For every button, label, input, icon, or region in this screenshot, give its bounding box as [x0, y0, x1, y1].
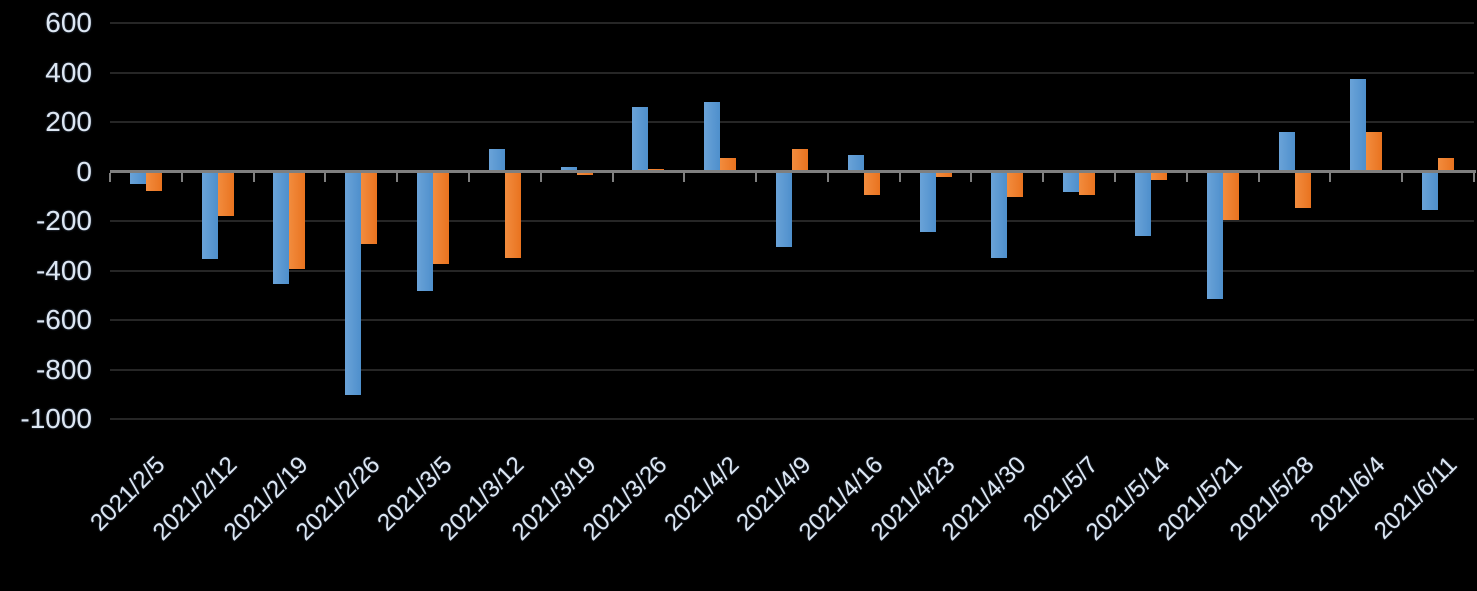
x-axis-label-2021/3/5: 2021/3/5: [372, 451, 458, 537]
x-axis-tick: [1401, 173, 1404, 182]
x-axis-label-2021/6/4: 2021/6/4: [1305, 451, 1391, 537]
x-axis-tick: [539, 173, 542, 182]
bar-series-1-blue-2021/3/26: [632, 107, 649, 172]
x-axis-tick: [252, 173, 255, 182]
x-axis-label-2021/2/19: 2021/2/19: [219, 451, 314, 546]
x-axis-label-2021/2/5: 2021/2/5: [85, 451, 171, 537]
x-axis-tick: [1473, 173, 1475, 182]
bar-series-2-orange-2021/2/19: [289, 172, 306, 270]
y-axis-label--800: -800: [35, 353, 92, 385]
x-axis-tick: [1257, 173, 1260, 182]
x-axis-label-2021/5/21: 2021/5/21: [1152, 451, 1248, 546]
gridline--200: [110, 220, 1474, 222]
x-axis-tick: [467, 173, 470, 182]
bar-series-2-orange-2021/4/16: [863, 172, 880, 195]
bar-series-2-orange-2021/6/11: [1438, 157, 1455, 172]
bar-series-2-orange-2021/4/23: [935, 172, 952, 178]
y-axis-label--1000: -1000: [20, 403, 92, 434]
x-axis-label-2021/5/28: 2021/5/28: [1224, 451, 1319, 546]
bar-series-1-blue-2021/4/9: [776, 172, 792, 247]
x-axis-label-2021/4/2: 2021/4/2: [659, 451, 745, 537]
gridline--1000: [110, 418, 1474, 420]
x-axis-label-2021/6/11: 2021/6/11: [1369, 451, 1463, 545]
bar-series-1-blue-2021/2/5: [129, 172, 146, 184]
x-axis-label-2021/4/9: 2021/4/9: [731, 451, 817, 537]
x-axis-label-2021/5/7: 2021/5/7: [1018, 451, 1104, 537]
x-axis-label-2021/3/12: 2021/3/12: [434, 451, 530, 546]
x-axis-label-2021/2/26: 2021/2/26: [291, 451, 386, 546]
x-axis-tick: [755, 173, 758, 182]
y-axis-label-0: 0: [76, 155, 92, 187]
x-axis-label-2021/3/19: 2021/3/19: [506, 451, 602, 546]
x-axis-tick: [1114, 173, 1117, 182]
bar-series-2-orange-2021/2/12: [217, 172, 234, 216]
bar-series-1-blue-2021/2/19: [273, 172, 290, 284]
gridline--800: [110, 368, 1474, 371]
bar-series-1-blue-2021/5/14: [1134, 172, 1151, 236]
x-axis-line: [110, 170, 1476, 173]
bar-series-2-orange-2021/3/5: [433, 172, 450, 265]
gridline-600: [110, 22, 1474, 24]
gridline--600: [110, 319, 1474, 321]
bar-series-2-orange-2021/4/9: [792, 149, 808, 172]
x-axis-tick: [1185, 173, 1188, 182]
bar-series-1-blue-2021/3/12: [488, 149, 505, 172]
y-axis-label-600: 600: [45, 7, 92, 38]
x-axis-tick: [396, 173, 399, 182]
x-axis-tick: [180, 173, 183, 182]
bar-series-2-orange-2021/5/7: [1079, 172, 1096, 195]
bar-series-1-blue-2021/4/16: [847, 155, 864, 172]
x-axis-tick: [324, 173, 327, 182]
bar-series-2-orange-2021/2/26: [361, 172, 378, 245]
bar-series-2-orange-2021/5/14: [1150, 172, 1167, 180]
bar-series-2-orange-2021/6/4: [1366, 131, 1383, 172]
x-axis-tick: [683, 173, 686, 182]
x-axis-tick: [1329, 173, 1332, 182]
y-axis-label-200: 200: [45, 106, 92, 137]
bar-series-1-blue-2021/2/26: [345, 172, 362, 396]
bar-series-2-orange-2021/5/21: [1222, 172, 1239, 220]
gridline-400: [110, 71, 1474, 74]
bar-series-1-blue-2021/4/2: [704, 102, 721, 172]
y-axis-label-400: 400: [45, 56, 92, 88]
bar-series-2-orange-2021/4/2: [720, 157, 737, 172]
bar-series-1-blue-2021/3/5: [417, 172, 434, 292]
x-axis-tick: [109, 173, 111, 182]
gridline-200: [110, 121, 1474, 123]
x-axis-tick: [826, 173, 829, 182]
x-axis-label-2021/4/16: 2021/4/16: [793, 451, 889, 546]
bar-series-1-blue-2021/4/30: [991, 172, 1008, 258]
bar-series-1-blue-2021/2/12: [201, 172, 218, 260]
bar-series-2-orange-2021/5/28: [1294, 172, 1311, 209]
bar-series-2-orange-2021/4/30: [1007, 172, 1024, 198]
x-axis-label-2021/4/23: 2021/4/23: [865, 451, 960, 546]
x-axis-tick: [898, 173, 901, 182]
bar-series-1-blue-2021/3/19: [560, 166, 577, 172]
bar-series-1-blue-2021/5/28: [1278, 131, 1295, 172]
x-axis-label-2021/5/14: 2021/5/14: [1080, 451, 1176, 546]
x-axis-tick: [970, 173, 973, 182]
bar-series-2-orange-2021/3/19: [576, 172, 593, 175]
gridline--400: [110, 269, 1474, 272]
bar-series-1-blue-2021/5/7: [1063, 172, 1080, 193]
bar-series-2-orange-2021/3/12: [504, 172, 521, 258]
y-axis-label--600: -600: [35, 304, 92, 335]
bar-series-1-blue-2021/4/23: [919, 172, 936, 232]
x-axis-tick: [1042, 173, 1045, 182]
x-axis-label-2021/2/12: 2021/2/12: [147, 451, 243, 546]
bar-series-1-blue-2021/6/11: [1422, 172, 1439, 210]
x-axis-tick: [611, 173, 614, 182]
bar-series-1-blue-2021/5/21: [1206, 172, 1223, 299]
bar-series-1-blue-2021/6/4: [1350, 78, 1367, 172]
y-axis-label--200: -200: [35, 205, 92, 236]
x-axis-label-2021/4/30: 2021/4/30: [937, 451, 1032, 546]
y-axis-label--400: -400: [35, 254, 92, 286]
bar-series-2-orange-2021/2/5: [145, 172, 162, 192]
x-axis-label-2021/3/26: 2021/3/26: [578, 451, 673, 546]
